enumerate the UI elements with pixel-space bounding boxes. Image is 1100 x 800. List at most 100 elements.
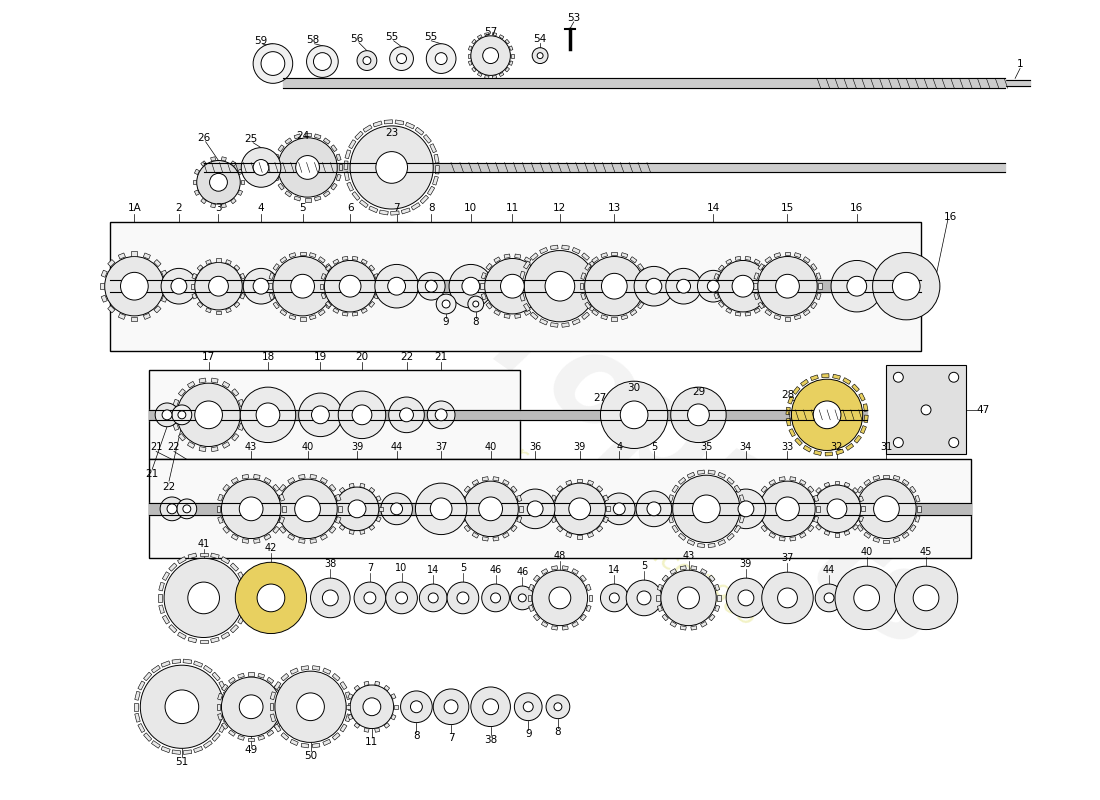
Bar xyxy=(668,515,673,523)
Circle shape xyxy=(733,275,754,297)
Bar xyxy=(249,673,254,676)
Bar xyxy=(852,487,858,494)
Text: 14: 14 xyxy=(706,203,719,213)
Circle shape xyxy=(253,159,270,175)
Bar xyxy=(373,121,382,127)
Circle shape xyxy=(532,48,548,63)
Bar xyxy=(249,738,254,741)
Bar xyxy=(482,537,488,541)
Bar xyxy=(596,526,603,532)
Bar xyxy=(601,314,607,320)
Bar xyxy=(239,399,244,406)
Bar xyxy=(774,253,781,258)
Bar xyxy=(150,459,970,558)
Bar xyxy=(223,526,230,534)
Bar xyxy=(368,302,375,307)
Bar xyxy=(824,530,829,535)
Bar xyxy=(517,516,521,522)
Bar xyxy=(230,563,239,571)
Bar xyxy=(803,446,812,452)
Bar xyxy=(499,73,504,77)
Bar xyxy=(893,538,900,542)
Circle shape xyxy=(381,493,412,525)
Bar xyxy=(305,133,310,137)
Text: 5: 5 xyxy=(651,442,657,451)
Bar xyxy=(754,273,759,279)
Bar xyxy=(815,487,822,494)
Circle shape xyxy=(726,489,766,529)
Bar xyxy=(811,516,815,522)
Circle shape xyxy=(671,387,726,442)
Bar xyxy=(273,506,277,512)
Bar xyxy=(243,605,249,614)
Bar xyxy=(505,67,509,72)
Circle shape xyxy=(636,491,672,526)
Bar xyxy=(274,494,279,501)
Bar xyxy=(375,682,379,686)
Bar xyxy=(861,506,865,511)
Bar xyxy=(557,486,563,492)
Bar xyxy=(785,407,790,414)
Bar xyxy=(210,157,216,161)
Bar xyxy=(234,302,240,307)
Text: 22: 22 xyxy=(400,353,414,362)
Text: 42: 42 xyxy=(265,543,277,554)
Bar xyxy=(321,274,326,279)
Bar xyxy=(411,202,420,210)
Text: 27: 27 xyxy=(593,393,606,403)
Bar xyxy=(131,251,138,256)
Bar xyxy=(299,252,306,255)
Bar xyxy=(630,310,637,316)
Circle shape xyxy=(436,409,447,421)
Bar xyxy=(257,735,265,740)
Circle shape xyxy=(824,593,834,603)
Bar xyxy=(322,739,331,746)
Bar xyxy=(349,140,356,149)
Bar xyxy=(864,415,868,422)
Bar xyxy=(767,274,772,279)
Circle shape xyxy=(256,403,279,426)
Circle shape xyxy=(350,126,433,209)
Text: 11: 11 xyxy=(506,203,519,213)
Bar xyxy=(226,308,231,313)
Bar xyxy=(177,557,186,564)
Bar xyxy=(789,429,795,437)
Text: 8: 8 xyxy=(428,203,435,213)
Bar xyxy=(270,273,274,279)
Bar xyxy=(344,161,348,170)
Bar xyxy=(790,477,795,481)
Bar xyxy=(550,245,558,250)
Bar xyxy=(902,479,909,486)
Bar xyxy=(770,284,773,289)
Bar xyxy=(910,486,916,493)
Circle shape xyxy=(872,253,939,320)
Bar xyxy=(390,211,399,215)
Bar xyxy=(370,525,375,530)
Bar xyxy=(714,293,718,299)
Bar xyxy=(460,495,464,502)
Text: 8: 8 xyxy=(414,731,420,742)
Text: 16: 16 xyxy=(850,203,864,213)
Circle shape xyxy=(647,502,661,516)
Bar xyxy=(718,302,724,307)
Bar xyxy=(757,495,761,502)
Circle shape xyxy=(468,296,484,312)
Bar xyxy=(108,306,114,313)
Bar xyxy=(231,478,239,484)
Circle shape xyxy=(348,500,366,518)
Bar xyxy=(515,314,520,318)
Bar xyxy=(221,157,227,161)
Circle shape xyxy=(390,503,403,514)
Bar xyxy=(540,318,548,325)
Bar xyxy=(301,743,309,748)
Circle shape xyxy=(614,503,625,514)
Bar xyxy=(101,270,108,278)
Bar xyxy=(801,379,808,386)
Bar xyxy=(603,495,608,501)
Circle shape xyxy=(298,393,342,437)
Text: 36: 36 xyxy=(529,442,541,451)
Circle shape xyxy=(516,489,554,529)
Bar xyxy=(562,322,570,327)
Bar xyxy=(621,253,628,258)
Bar xyxy=(472,532,478,538)
